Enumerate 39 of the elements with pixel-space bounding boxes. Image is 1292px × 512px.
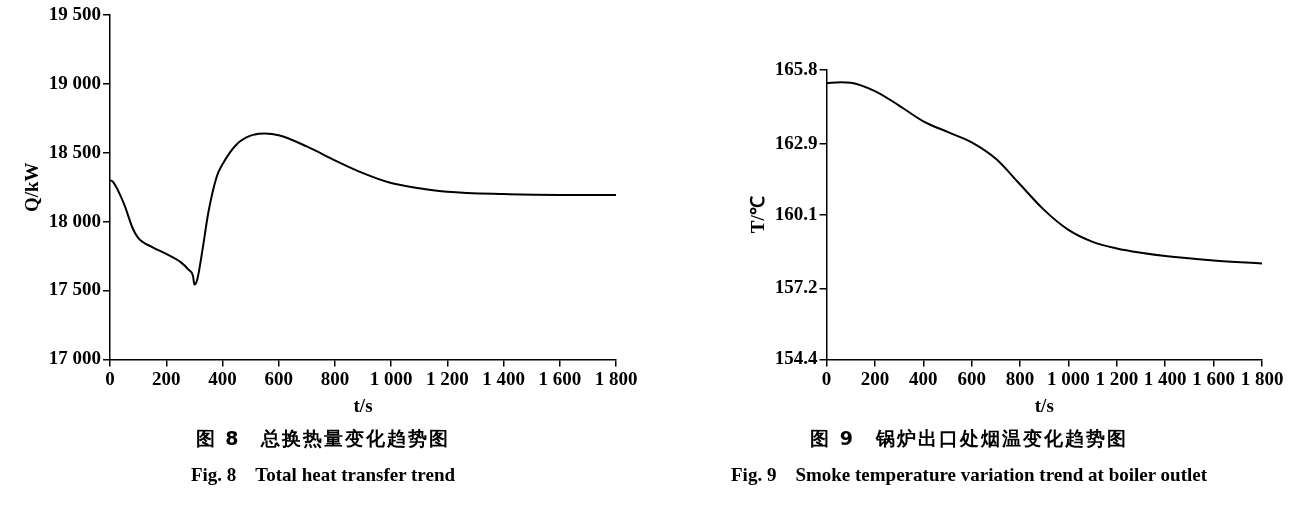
x-tick-label: 200 [860, 367, 890, 389]
x-tick-label: 400 [208, 367, 237, 389]
x-tick-label: 800 [320, 367, 350, 389]
x-tick-label: 600 [264, 367, 293, 389]
y-tick-label: 18 500 [48, 140, 102, 162]
text: 图 8 总换热量变化趋势图 [194, 426, 452, 451]
x-tick-label: 1 800 [594, 367, 638, 389]
x-tick-label: 400 [909, 367, 938, 389]
x-tick-label: 1 400 [1143, 367, 1187, 389]
y-tick-label: 18 000 [48, 209, 102, 231]
x-tick-label: 0 [821, 367, 832, 389]
y-axis-title: Q/kW [21, 162, 43, 213]
text: Fig. 9 Smoke temperature variation trend at boiler outlet [730, 463, 1208, 487]
text: Fig. 8 Total heat transfer trend [189, 463, 457, 487]
x-tick-label: 800 [1005, 367, 1035, 389]
y-tick-label: 19 500 [48, 2, 102, 24]
y-tick-label: 157.2 [774, 276, 818, 298]
x-axis-title: t/s [1034, 394, 1054, 416]
y-tick-label: 19 000 [48, 71, 102, 93]
y-tick-label: 17 500 [48, 278, 102, 300]
text: 图 9 锅炉出口处烟温变化趋势图 [809, 426, 1129, 451]
x-tick-label: 0 [105, 367, 115, 389]
x-tick-label: 1 200 [425, 367, 469, 389]
x-axis-title: t/s [353, 394, 373, 416]
x-tick-label: 1 400 [482, 367, 525, 389]
x-tick-label: 1 000 [1047, 367, 1090, 389]
y-axis-title: T/℃ [747, 196, 769, 234]
x-tick-label: 1 600 [538, 367, 582, 389]
x-tick-label: 1 800 [1240, 367, 1284, 389]
x-tick-label: 1 600 [1192, 367, 1235, 389]
y-tick-label: 162.9 [774, 131, 818, 153]
y-tick-label: 165.8 [774, 57, 818, 79]
x-tick-label: 1 000 [369, 367, 413, 389]
x-tick-label: 200 [152, 367, 181, 389]
y-tick-label: 154.4 [774, 347, 819, 369]
y-tick-label: 17 000 [48, 347, 102, 369]
x-tick-label: 1 200 [1095, 367, 1139, 389]
x-tick-label: 600 [957, 367, 986, 389]
y-tick-label: 160.1 [774, 202, 818, 224]
